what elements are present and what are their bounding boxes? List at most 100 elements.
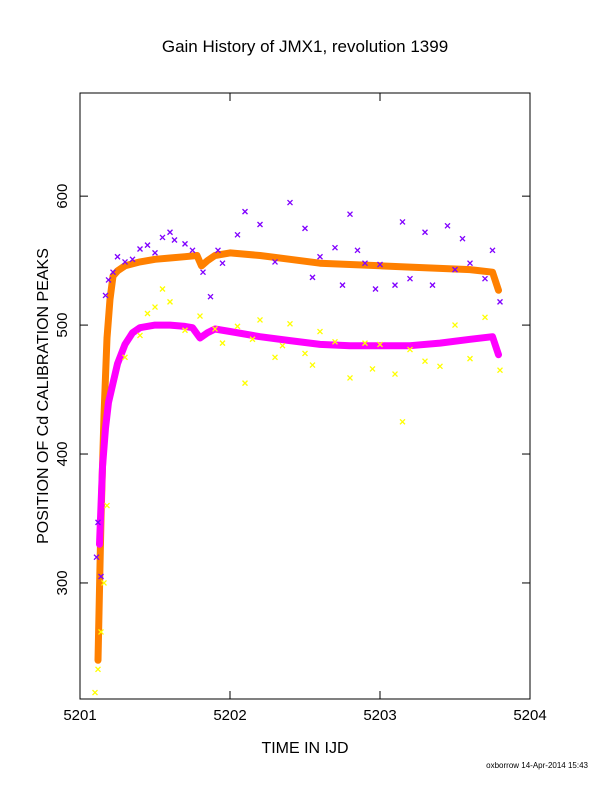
data-point [204,257,211,264]
data-point [287,199,293,206]
data-point [215,247,221,254]
data-point [129,256,136,263]
data-point [95,519,101,526]
data-point [102,425,109,432]
data-point [167,229,173,236]
data-point [407,275,413,282]
data-point [110,380,116,387]
chart-title: Gain History of JMX1, revolution 1399 [162,37,448,56]
data-point [489,247,496,254]
data-point [219,340,226,347]
data-point [114,267,121,274]
data-point [96,541,103,548]
plot-frame [79,92,531,700]
x-tick-label: 5203 [363,707,396,724]
data-point [110,269,116,276]
data-point [122,262,128,269]
data-point [369,365,376,372]
data-point [467,336,473,343]
data-point [257,221,263,228]
data-point [137,246,143,252]
data-point [467,355,473,362]
data-point [317,341,323,348]
data-point [93,554,100,561]
data-point [159,234,166,241]
data-point [212,325,218,332]
data-point [99,463,106,470]
data-point [444,222,451,229]
data-point [287,256,293,263]
data-point [107,296,113,303]
data-point [92,689,98,696]
data-point [332,338,338,345]
data-point [495,287,502,294]
y-tick-label: 500 [54,313,71,338]
data-point [152,322,158,329]
data-point [452,266,458,273]
data-point [437,265,443,272]
data-point [189,324,196,331]
data-point [110,273,116,280]
data-point [287,337,293,344]
data-point [377,261,383,268]
y-tick-label: 400 [54,442,71,467]
data-point [234,231,241,238]
data-point [105,399,112,406]
data-point [105,276,112,283]
data-point [152,304,158,310]
data-point [212,252,218,259]
data-point [489,269,496,276]
data-point [122,341,128,348]
data-point [144,242,151,249]
data-point [287,320,293,327]
data-point [489,333,496,340]
data-point [317,328,323,335]
data-point [309,274,316,281]
data-point [227,249,233,256]
data-point [152,256,158,263]
data-point [101,579,107,586]
data-point [437,340,443,347]
data-point [347,342,353,349]
data-point [98,628,104,635]
data-point [171,237,178,243]
data-point [497,298,503,305]
y-axis-label: POSITION OF Cd CALIBRATION PEAKS [35,248,52,544]
data-point [362,260,368,267]
data-point [377,341,383,348]
data-point [129,329,136,336]
data-point [137,324,143,331]
data-point [234,323,241,330]
footer-stamp: oxborrow 14-Apr-2014 15:43 [486,761,588,770]
data-point [399,418,406,425]
data-point [95,666,101,673]
data-point [347,211,353,218]
data-point [272,354,278,361]
data-point [198,262,205,269]
data-point [354,247,361,254]
data-point [167,322,173,329]
series-line [94,249,502,664]
y-tick-label: 600 [54,184,71,209]
data-point [467,260,473,267]
data-point [392,282,398,289]
data-point [257,333,263,340]
data-point [272,258,278,265]
data-point [104,334,110,341]
data-point [98,573,104,580]
data-point [189,247,196,254]
data-point [437,363,443,370]
x-tick-label: 5204 [513,707,546,724]
data-point [182,323,188,330]
data-point [257,252,263,259]
data-point [372,286,379,292]
data-point [407,346,413,353]
data-point [392,371,398,378]
data-point [339,282,346,289]
data-point [200,269,206,276]
data-point [197,334,203,341]
data-point [102,292,109,299]
data-point [182,253,188,260]
data-point [122,258,128,265]
